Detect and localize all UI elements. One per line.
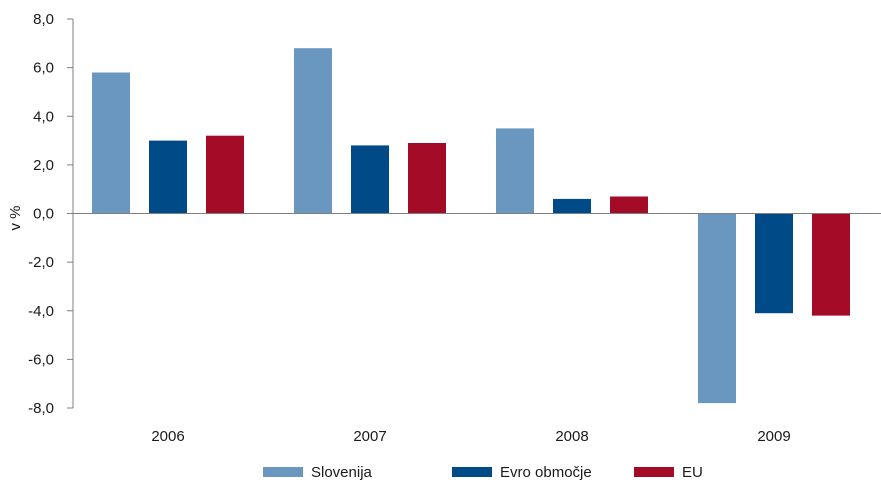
bar-slovenija-2009: [698, 213, 736, 404]
y-axis: 8,0 6,0 4,0 2,0 0,0 -2,0 -4,0 -6,0 -8,0: [28, 11, 73, 417]
x-tick-label: 2006: [151, 428, 184, 445]
bar-eu-2007: [408, 143, 446, 214]
bar-evro-območje-2008: [553, 198, 591, 214]
y-tick-label: -4,0: [28, 303, 54, 320]
y-axis-title: v %: [7, 205, 24, 230]
y-tick-label: -2,0: [28, 254, 54, 271]
legend-label: Slovenija: [311, 464, 373, 481]
legend-swatch: [263, 467, 303, 477]
bar-slovenija-2007: [294, 48, 332, 214]
y-tick-label: 4,0: [33, 108, 54, 125]
legend-label: EU: [682, 464, 703, 481]
legend-swatch: [634, 467, 674, 477]
axes-lines: [72, 19, 881, 408]
y-tick-label: 6,0: [33, 60, 54, 77]
x-tick-label: 2007: [353, 428, 386, 445]
legend-swatch: [452, 467, 492, 477]
bar-slovenija-2006: [92, 72, 130, 214]
legend: Slovenija Evro območje EU: [263, 464, 703, 481]
y-tick-label: 8,0: [33, 11, 54, 28]
bars-group: [92, 48, 850, 404]
x-axis: 2006 2007 2008 2009: [151, 428, 790, 445]
y-tick-label: 0,0: [33, 206, 54, 223]
x-tick-label: 2008: [555, 428, 588, 445]
bar-eu-2008: [610, 196, 648, 214]
y-tick-label: -8,0: [28, 400, 54, 417]
bar-evro-območje-2007: [351, 145, 389, 214]
y-tick-label: -6,0: [28, 351, 54, 368]
x-tick-label: 2009: [757, 428, 790, 445]
y-tick-label: 2,0: [33, 157, 54, 174]
bar-eu-2009: [812, 213, 850, 316]
bar-eu-2006: [206, 135, 244, 214]
bar-slovenija-2008: [496, 128, 534, 214]
legend-label: Evro območje: [500, 464, 592, 481]
bar-evro-območje-2009: [755, 213, 793, 314]
bar-evro-območje-2006: [149, 140, 187, 214]
